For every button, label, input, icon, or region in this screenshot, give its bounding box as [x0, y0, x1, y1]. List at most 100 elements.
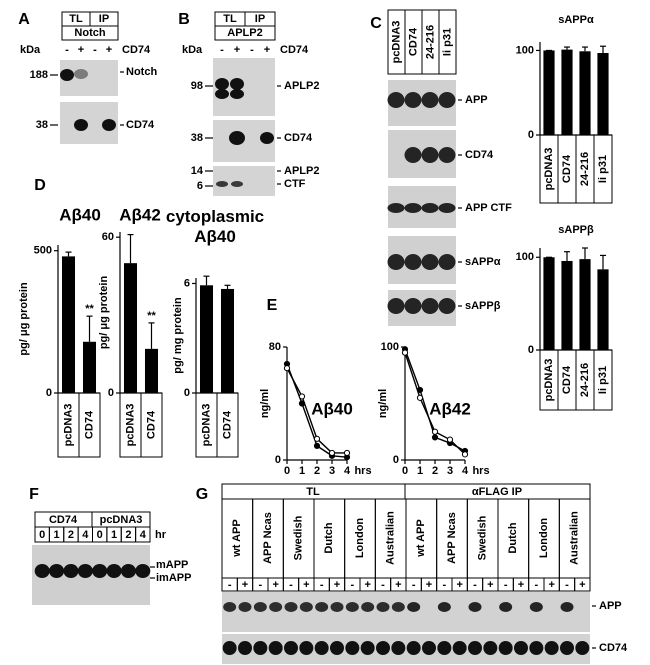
label: APLP2: [227, 27, 262, 39]
label: 2: [68, 529, 74, 541]
category-label: CD74: [561, 154, 573, 183]
label: imAPP: [156, 572, 191, 584]
label: +: [234, 44, 240, 56]
band: [421, 203, 439, 213]
label: APLP2: [284, 80, 319, 92]
label: mAPP: [156, 559, 188, 571]
y-label: ng/ml: [259, 389, 271, 418]
label: London: [538, 518, 550, 559]
label: hr: [155, 529, 167, 541]
label: -: [381, 579, 385, 591]
label: APLP2: [284, 165, 319, 177]
blot: [222, 592, 590, 632]
band: [284, 602, 298, 612]
label: CD74: [599, 642, 628, 654]
label: +: [106, 44, 112, 56]
category-label: 24-216: [579, 363, 591, 397]
label: Notch: [74, 27, 105, 39]
band: [106, 564, 122, 578]
category-label: CD74: [83, 410, 95, 439]
blot: [213, 166, 275, 196]
panel-label: G: [196, 486, 208, 503]
band: [360, 641, 375, 655]
x-tick-label: 0: [284, 465, 290, 477]
bar: [199, 285, 214, 393]
y-tick-label: 80: [269, 341, 281, 353]
band: [49, 564, 65, 578]
band: [216, 181, 228, 187]
band: [376, 602, 390, 612]
band: [120, 564, 136, 578]
band: [230, 89, 244, 99]
band: [438, 298, 456, 314]
marker: [446, 436, 454, 443]
y-tick-label: 0: [528, 129, 534, 141]
y-tick-label: 100: [381, 341, 399, 353]
band: [404, 254, 422, 270]
y-tick-label: 100: [516, 251, 534, 263]
band: [438, 147, 456, 163]
label: -: [412, 579, 416, 591]
label: 0: [97, 529, 103, 541]
band: [406, 641, 421, 655]
band: [468, 641, 482, 655]
label: IP: [99, 13, 109, 25]
marker: [313, 442, 321, 449]
bar: [220, 288, 235, 393]
category-label: CD74: [145, 410, 157, 439]
y-tick-label: 0: [108, 387, 114, 399]
label: -: [250, 44, 254, 56]
label: +: [395, 579, 401, 591]
label: +: [518, 579, 524, 591]
y-tick-label: 100: [516, 44, 534, 56]
y-tick-label: 500: [34, 245, 52, 257]
bar: [579, 259, 591, 350]
band: [223, 602, 237, 612]
band: [376, 641, 390, 655]
chart-title: sAPPα: [558, 14, 594, 26]
marker: [313, 435, 321, 442]
label: -: [504, 579, 508, 591]
bar: [579, 51, 591, 135]
category-label: pcDNA3: [62, 404, 74, 447]
band: [34, 564, 50, 578]
band: [452, 641, 467, 655]
band: [238, 641, 252, 655]
panel-label: F: [29, 486, 39, 503]
label: pcDNA3: [390, 21, 402, 64]
band: [215, 78, 229, 90]
label: +: [334, 579, 340, 591]
label: TL: [306, 486, 320, 498]
label: 6: [197, 180, 203, 192]
band: [135, 564, 151, 578]
x-tick-label: 2: [432, 465, 438, 477]
label: CD74: [49, 514, 78, 526]
band: [253, 641, 268, 655]
band: [422, 641, 436, 655]
x-tick-label: 3: [329, 465, 335, 477]
band: [438, 203, 456, 213]
label: APP CTF: [465, 202, 512, 214]
significance: **: [147, 310, 156, 322]
marker: [401, 349, 409, 356]
x-tick-label: 1: [417, 465, 423, 477]
band: [391, 641, 406, 655]
y-label: pg/ μg protein: [98, 276, 110, 350]
label: -: [350, 579, 354, 591]
label: sAPPβ: [465, 300, 501, 312]
box: [214, 25, 276, 41]
marker: [328, 449, 336, 457]
box: [574, 577, 591, 592]
band: [421, 147, 439, 163]
label: sAPPα: [465, 256, 501, 268]
y-tick-label: 6: [184, 277, 190, 289]
marker: [343, 449, 351, 457]
label: London: [354, 518, 366, 559]
label: -: [320, 579, 324, 591]
panel-label: E: [267, 297, 278, 314]
band: [437, 641, 452, 655]
panel-label: A: [18, 11, 30, 28]
band: [498, 641, 513, 655]
